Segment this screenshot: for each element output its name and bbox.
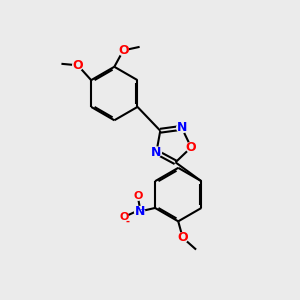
Circle shape [177, 123, 187, 133]
Text: O: O [119, 212, 129, 223]
Text: O: O [73, 59, 83, 72]
Circle shape [178, 232, 188, 243]
Text: O: O [186, 141, 196, 154]
Text: N: N [151, 146, 162, 159]
Text: +: + [140, 207, 145, 213]
Circle shape [134, 192, 142, 200]
Text: O: O [134, 191, 143, 201]
Text: -: - [125, 216, 129, 226]
Circle shape [152, 147, 161, 157]
Circle shape [186, 142, 196, 152]
Circle shape [120, 213, 128, 222]
Circle shape [135, 206, 145, 217]
Circle shape [73, 60, 83, 70]
Text: O: O [118, 44, 129, 57]
Text: N: N [177, 121, 187, 134]
Text: O: O [177, 231, 188, 244]
Text: N: N [134, 205, 145, 218]
Circle shape [118, 45, 128, 56]
